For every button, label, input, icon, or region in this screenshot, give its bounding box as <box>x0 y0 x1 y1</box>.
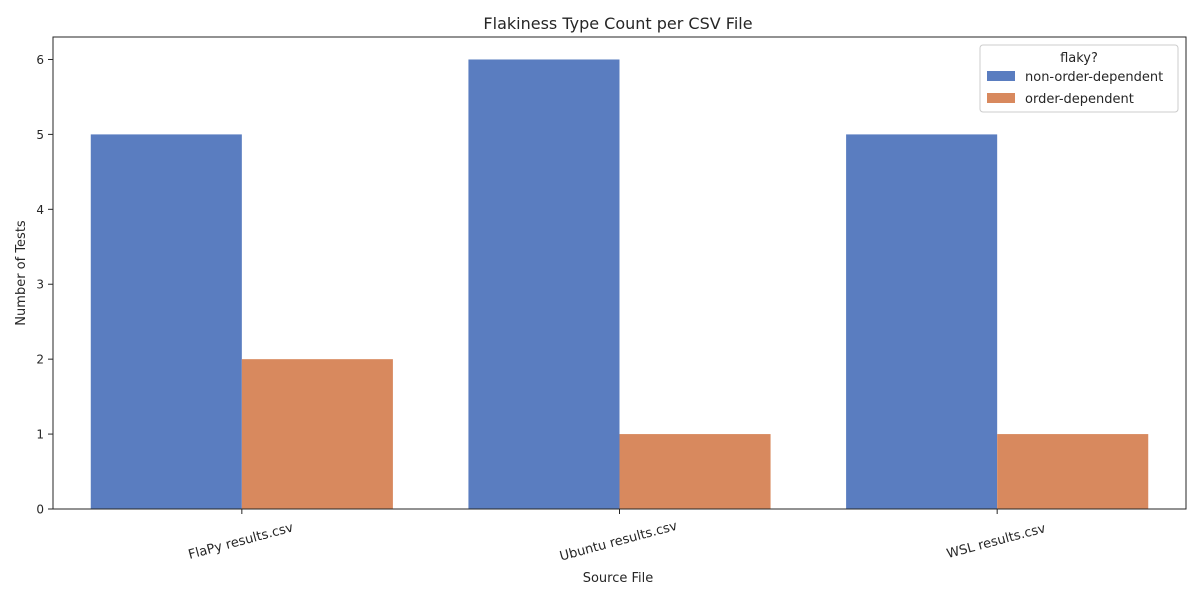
y-tick-label-6: 6 <box>36 53 44 67</box>
y-tick-label-3: 3 <box>36 278 44 292</box>
legend-box <box>979 44 1179 113</box>
legend-label-order-dependent: order-dependent <box>1025 92 1134 107</box>
x-tick-label-0: FlaPy results.csv <box>187 520 296 563</box>
bar-non-order-dependent-2 <box>468 59 620 509</box>
plot-area: 0 1 2 3 4 5 6 FlaPy results.csv Ubuntu results.c… <box>36 53 1149 565</box>
bar-non-order-dependent-1 <box>90 134 242 509</box>
y-tick-label-5: 5 <box>36 128 44 142</box>
y-tick-label-0: 0 <box>36 503 44 517</box>
chart-title: Flakiness Type Count per CSV File <box>483 14 752 33</box>
y-axis-label: Number of Tests <box>14 220 29 326</box>
y-tick-label-1: 1 <box>36 428 44 442</box>
legend-swatch-non-order-dependent <box>987 71 1015 81</box>
x-axis-label: Source File <box>583 571 654 586</box>
bar-non-order-dependent-3 <box>846 134 998 509</box>
x-tick-label-1: Ubuntu results.csv <box>558 519 679 565</box>
plot-frame <box>52 36 1187 510</box>
legend-label-non-order-dependent: non-order-dependent <box>1025 70 1163 85</box>
legend-swatch-order-dependent <box>987 93 1015 103</box>
bar-order-dependent-1 <box>241 359 393 509</box>
legend-title: flaky? <box>1060 51 1098 66</box>
bar-order-dependent-2 <box>619 434 771 509</box>
legend: flaky? non-order-dependent order-depende… <box>979 44 1179 113</box>
x-tick-label-2: WSL results.csv <box>945 521 1047 562</box>
y-tick-label-4: 4 <box>36 203 44 217</box>
y-tick-label-2: 2 <box>36 353 44 367</box>
bar-order-dependent-3 <box>997 434 1149 509</box>
